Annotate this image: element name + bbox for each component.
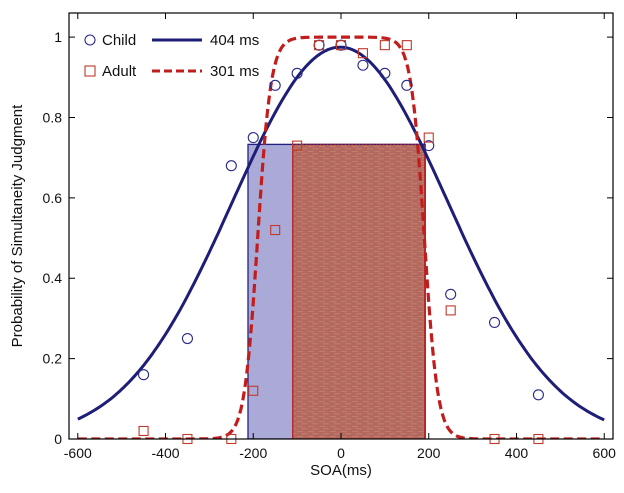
child-data-point: [532, 389, 544, 401]
child-data-point: [225, 160, 237, 172]
adult-data-point: [314, 40, 325, 51]
child-data-point: [379, 67, 391, 79]
adult-data-point: [401, 40, 412, 51]
y-axis-title: Probability of Simultaneity Judgment: [9, 104, 26, 347]
fit-curves: [77, 35, 605, 439]
adult-data-point: [138, 425, 149, 437]
y-tick-label: 0.8: [43, 109, 63, 125]
child-data-point: [291, 67, 303, 79]
x-tick-label: 600: [593, 445, 617, 461]
legend-adult-label: Adult: [102, 63, 137, 80]
child-data-point: [269, 79, 281, 91]
x-axis: -600 -400 -200 0 200 400 600: [64, 13, 616, 461]
y-tick-label: 0.2: [43, 351, 63, 367]
adult-data-point: [379, 40, 390, 51]
y-tick-label: 0.6: [43, 190, 63, 206]
legend: Child 404 ms Adult 301 ms: [84, 32, 259, 80]
child-data-point: [488, 316, 501, 329]
child-data-point: [445, 288, 457, 300]
integration-windows: [247, 143, 426, 439]
window-rect-adult: [292, 143, 426, 439]
child-data-point: [423, 140, 435, 152]
adult-data-point: [335, 40, 347, 51]
adult-data-point: [423, 132, 434, 143]
x-axis-title: SOA(ms): [310, 462, 372, 479]
adult-fit-curve: [77, 35, 605, 439]
adult-data-point: [445, 305, 456, 316]
adult-data-point: [357, 48, 368, 59]
y-tick-label: 1: [54, 29, 62, 45]
x-tick-label: -400: [152, 445, 180, 461]
legend-child-marker: [84, 34, 96, 46]
child-data-point: [357, 59, 369, 71]
child-data-point: [313, 39, 325, 51]
legend-child-label: Child: [102, 32, 136, 49]
child-data-point: [181, 332, 194, 345]
legend-adult-fit-label: 301 ms: [210, 63, 259, 80]
y-tick-label: 0: [54, 431, 62, 447]
adult-data-point: [270, 224, 281, 236]
adult-data-point: [292, 140, 303, 151]
x-tick-label: -600: [64, 445, 92, 461]
adult-data-point: [248, 385, 259, 396]
x-tick-label: 0: [337, 445, 345, 461]
x-tick-label: 400: [505, 445, 529, 461]
child-data-point: [401, 79, 413, 91]
child-data-point: [247, 132, 259, 144]
legend-child-fit-label: 404 ms: [210, 32, 259, 49]
y-axis: 0 0.2 0.4 0.6 0.8 1: [43, 29, 613, 447]
x-tick-label: 200: [417, 445, 441, 461]
child-data-point: [138, 369, 150, 381]
data-points: [138, 39, 544, 445]
x-tick-label: -200: [239, 445, 267, 461]
y-tick-label: 0.4: [43, 270, 63, 286]
legend-adult-marker: [84, 65, 96, 77]
child-fit-curve: [77, 45, 605, 422]
